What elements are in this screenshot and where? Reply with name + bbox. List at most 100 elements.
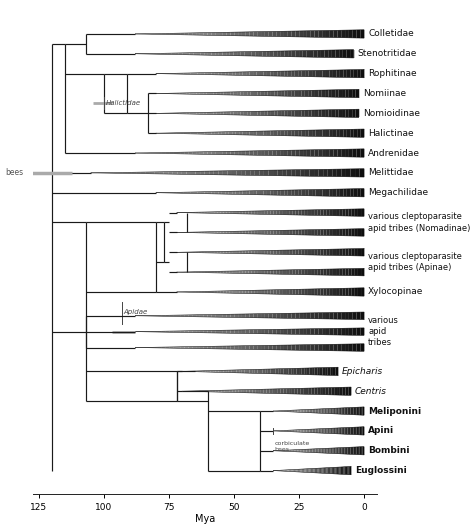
Polygon shape — [242, 211, 246, 214]
Polygon shape — [150, 347, 154, 348]
Polygon shape — [158, 347, 162, 348]
Polygon shape — [195, 252, 199, 253]
Polygon shape — [358, 209, 361, 216]
Polygon shape — [273, 31, 276, 36]
Polygon shape — [169, 315, 173, 316]
Polygon shape — [204, 391, 207, 392]
Polygon shape — [197, 53, 201, 55]
Polygon shape — [233, 52, 237, 56]
Polygon shape — [234, 314, 238, 317]
Polygon shape — [320, 269, 324, 275]
Polygon shape — [308, 210, 311, 215]
Polygon shape — [288, 71, 291, 77]
Polygon shape — [246, 346, 250, 350]
Polygon shape — [196, 346, 200, 348]
Polygon shape — [335, 90, 338, 97]
Polygon shape — [189, 291, 192, 293]
Polygon shape — [281, 111, 284, 116]
Polygon shape — [250, 346, 254, 350]
Polygon shape — [311, 449, 312, 452]
Polygon shape — [329, 409, 331, 414]
Polygon shape — [358, 447, 360, 455]
Polygon shape — [324, 210, 327, 215]
Polygon shape — [330, 367, 333, 375]
Polygon shape — [248, 290, 252, 294]
Polygon shape — [363, 447, 364, 455]
Polygon shape — [260, 71, 264, 76]
Polygon shape — [170, 133, 173, 134]
Polygon shape — [248, 251, 252, 254]
Polygon shape — [234, 346, 238, 349]
Polygon shape — [195, 232, 199, 233]
Polygon shape — [213, 92, 217, 95]
Polygon shape — [298, 388, 301, 394]
Polygon shape — [319, 70, 322, 77]
Polygon shape — [340, 129, 343, 137]
Polygon shape — [336, 288, 339, 296]
Text: Nomiinae: Nomiinae — [363, 89, 406, 98]
Polygon shape — [272, 389, 275, 393]
Polygon shape — [268, 369, 271, 374]
Polygon shape — [305, 110, 308, 117]
Polygon shape — [289, 230, 292, 235]
Polygon shape — [230, 390, 233, 392]
Polygon shape — [203, 112, 207, 115]
Polygon shape — [211, 212, 214, 213]
Polygon shape — [271, 191, 274, 195]
Polygon shape — [336, 229, 339, 235]
Polygon shape — [243, 72, 246, 76]
Polygon shape — [281, 130, 284, 136]
Polygon shape — [355, 249, 358, 256]
Polygon shape — [315, 150, 319, 156]
Polygon shape — [276, 314, 280, 318]
Polygon shape — [308, 90, 311, 97]
Polygon shape — [198, 73, 201, 74]
Text: Xylocopinae: Xylocopinae — [368, 287, 423, 296]
Polygon shape — [240, 111, 244, 115]
Polygon shape — [150, 315, 154, 316]
Polygon shape — [302, 449, 303, 452]
Polygon shape — [264, 71, 267, 76]
Polygon shape — [271, 71, 274, 76]
Polygon shape — [166, 133, 170, 134]
Polygon shape — [310, 409, 311, 413]
Polygon shape — [348, 229, 352, 236]
Polygon shape — [162, 315, 165, 316]
Polygon shape — [230, 330, 234, 333]
Polygon shape — [271, 91, 274, 96]
Polygon shape — [290, 450, 291, 451]
Polygon shape — [329, 130, 333, 137]
Polygon shape — [216, 370, 219, 372]
Polygon shape — [205, 212, 208, 213]
Polygon shape — [215, 192, 219, 194]
Polygon shape — [292, 210, 295, 215]
Polygon shape — [183, 73, 187, 74]
Polygon shape — [281, 51, 284, 56]
Polygon shape — [137, 172, 141, 174]
Polygon shape — [232, 171, 237, 175]
Polygon shape — [301, 190, 305, 196]
Polygon shape — [342, 269, 346, 276]
Polygon shape — [296, 450, 297, 452]
Polygon shape — [215, 314, 219, 317]
Polygon shape — [325, 468, 327, 474]
Polygon shape — [189, 212, 192, 213]
Polygon shape — [311, 409, 312, 413]
Polygon shape — [330, 229, 333, 235]
Polygon shape — [154, 153, 158, 154]
Polygon shape — [201, 291, 205, 293]
Polygon shape — [271, 250, 273, 254]
Polygon shape — [309, 71, 312, 77]
Polygon shape — [361, 188, 364, 197]
Text: Meliponini: Meliponini — [368, 407, 421, 416]
Polygon shape — [258, 290, 261, 294]
Polygon shape — [340, 189, 343, 196]
Polygon shape — [299, 313, 303, 318]
Polygon shape — [341, 448, 343, 454]
Polygon shape — [326, 428, 328, 433]
Polygon shape — [301, 210, 305, 215]
Polygon shape — [292, 51, 295, 57]
Polygon shape — [314, 210, 317, 215]
Polygon shape — [301, 410, 302, 412]
Polygon shape — [310, 449, 311, 452]
